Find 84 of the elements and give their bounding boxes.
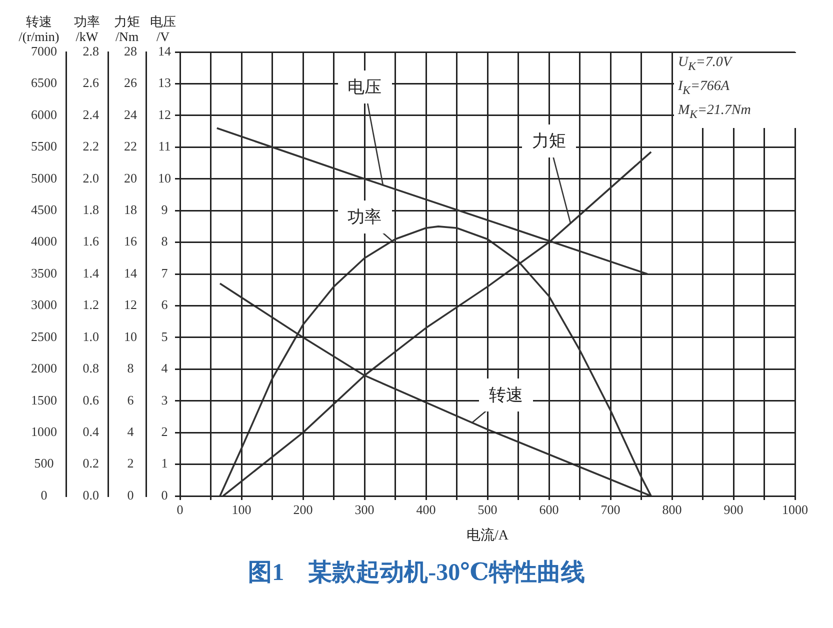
y-tick-label: 0 [40, 487, 48, 502]
y-tick-label: 2500 [31, 328, 57, 344]
text: 力矩 [522, 124, 576, 158]
y3-tick-label: 22 [124, 138, 137, 154]
y-tick-label: 5000 [31, 170, 57, 186]
y-tick-label: 1 [161, 456, 168, 471]
y-axis-title: 电压/V [150, 14, 176, 44]
annotation: I$_{K}$=766A [678, 78, 730, 99]
y-tick-label: 9 [161, 202, 168, 217]
series-label: 转速 [478, 378, 533, 411]
y2-tick-label: 1.8 [82, 202, 99, 217]
y-tick-label: 3 [161, 392, 168, 408]
y-tick-label: 6000 [31, 106, 57, 122]
y-tick-label: 2000 [31, 360, 57, 376]
y-tick-label: 1000 [31, 424, 57, 439]
y-tick-label: 6500 [31, 75, 57, 90]
y3-tick-label: 8 [127, 360, 134, 376]
y2-tick-label: 0.0 [82, 487, 99, 502]
x-tick-label: 900 [724, 502, 744, 518]
y3-tick-label: 4 [127, 424, 134, 439]
y2-tick-label: 1.6 [82, 234, 100, 249]
text: 图1 某款起动机-30℃特性曲线 [247, 558, 586, 588]
y-tick-label: 7000 [31, 43, 57, 58]
y-tick-label: 4 [161, 360, 168, 376]
y-tick-label: 13 [158, 75, 171, 90]
y3-tick-label: 16 [124, 234, 138, 249]
y3-tick-label: 24 [124, 106, 138, 122]
y-tick-label: 5500 [31, 138, 57, 154]
y3-tick-label: 0 [127, 487, 134, 502]
y2-tick-label: 2.2 [82, 138, 99, 154]
y-tick-label: 3000 [31, 297, 57, 312]
x-tick-label: 400 [416, 502, 436, 518]
y3-tick-label: 18 [124, 202, 137, 217]
y2-tick-label: 1.2 [82, 297, 99, 312]
x-axis-title: 电流/A [466, 527, 510, 544]
y-tick-label: 500 [34, 456, 54, 471]
y2-tick-label: 2.4 [82, 106, 100, 122]
y-tick-label: 10 [158, 170, 171, 186]
y-tick-label: 4500 [31, 202, 57, 217]
x-tick-label: 700 [600, 502, 620, 518]
x-tick-label: 0 [176, 502, 184, 518]
x-tick-label: 600 [539, 502, 559, 518]
y-axis-title: 转速/(r/min) [18, 14, 60, 44]
annotation: M$_{K}$=21.7Nm [678, 102, 752, 122]
y2-tick-label: 2.6 [82, 75, 100, 90]
y3-tick-label: 6 [127, 392, 134, 408]
x-tick-label: 1000 [782, 502, 808, 518]
y3-tick-label: 12 [124, 297, 137, 312]
y2-tick-label: 0.6 [82, 392, 100, 408]
y-tick-label: 7 [161, 265, 168, 280]
y3-tick-label: 10 [124, 328, 137, 344]
series-label: 功率 [338, 200, 392, 234]
annotation: U$_{K}$=7.0V [678, 54, 734, 75]
y-tick-label: 14 [158, 43, 172, 58]
y-tick-label: 0 [161, 487, 168, 502]
y2-tick-label: 1.4 [82, 265, 100, 280]
x-tick-label: 500 [478, 502, 498, 518]
y2-tick-label: 2.0 [82, 170, 99, 186]
y-tick-label: 3500 [31, 265, 57, 280]
x-tick-label: 800 [662, 502, 682, 518]
y-tick-label: 12 [158, 106, 171, 122]
y-tick-label: 4000 [31, 234, 57, 249]
y2-tick-label: 2.8 [82, 43, 99, 58]
x-tick-label: 100 [232, 502, 252, 518]
y2-tick-label: 0.2 [82, 456, 99, 471]
y3-tick-label: 20 [124, 170, 137, 186]
y2-axis-title: 功率/kW [74, 14, 100, 44]
y3-tick-label: 28 [124, 43, 137, 58]
y-tick-label: 8 [161, 234, 168, 249]
x-tick-label: 300 [354, 502, 374, 518]
y2-tick-label: 0.8 [82, 360, 99, 376]
y3-tick-label: 14 [124, 265, 138, 280]
x-tick-label: 200 [293, 502, 313, 518]
text: 电压 [338, 70, 392, 104]
y-tick-label: 1500 [31, 392, 57, 408]
y3-tick-label: 26 [124, 75, 138, 90]
y-tick-label: 6 [161, 297, 168, 312]
y-tick-label: 2 [161, 424, 168, 439]
y2-tick-label: 1.0 [82, 328, 99, 344]
y2-tick-label: 0.4 [82, 424, 100, 439]
y-tick-label: 5 [161, 328, 168, 344]
y-tick-label: 11 [158, 138, 171, 154]
y3-axis-title: 力矩/Nm [114, 14, 140, 44]
y3-tick-label: 2 [127, 456, 134, 471]
